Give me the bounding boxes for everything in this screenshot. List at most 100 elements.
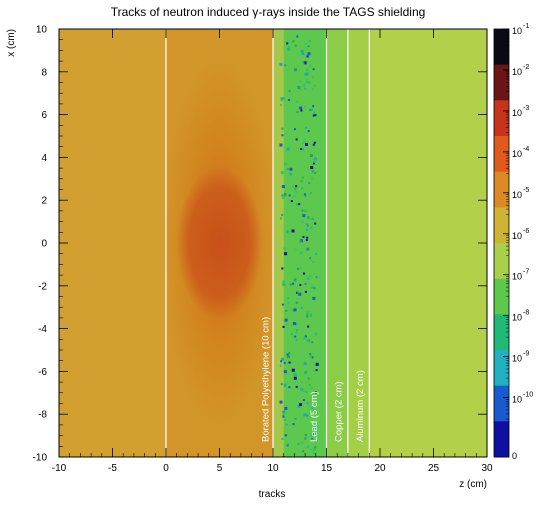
speckle (294, 417, 297, 420)
speckle (299, 403, 303, 407)
colorbar-segment (494, 350, 509, 387)
speckle (295, 138, 298, 141)
speckle (296, 329, 299, 332)
speckle (305, 239, 308, 242)
speckle (304, 437, 307, 440)
speckle (303, 139, 306, 142)
speckle (311, 286, 314, 289)
colorbar-tick-exponent: -4 (523, 146, 529, 153)
speckle (300, 49, 304, 53)
hotspot-core (176, 165, 263, 321)
colorbar-tick-base: 10 (512, 108, 522, 118)
speckle (314, 222, 317, 225)
region-upstream (59, 29, 166, 457)
speckle (307, 377, 310, 380)
colorbar-tick-exponent: -9 (523, 351, 529, 358)
speckle (307, 277, 310, 280)
colorbar-tick-base: 10 (512, 272, 522, 282)
layer-label: Lead (5 cm) (309, 391, 320, 442)
colorbar-segment (494, 207, 509, 244)
speckle (314, 432, 317, 435)
speckle (313, 84, 316, 87)
speckle (305, 228, 308, 231)
speckle (314, 332, 318, 336)
colorbar-tick-base: 10 (512, 313, 522, 323)
speckle (283, 434, 286, 437)
speckle (305, 311, 309, 315)
speckle (281, 214, 284, 217)
speckle (288, 194, 291, 197)
colorbar-tick-base: 10 (512, 149, 522, 159)
speckle (303, 193, 306, 196)
speckle (302, 62, 305, 65)
speckle (306, 402, 309, 405)
region-aluminum (347, 29, 370, 457)
x-tick-label: -5 (108, 463, 117, 474)
speckle (287, 301, 290, 304)
speckle (300, 148, 303, 151)
x-tick-label: 5 (217, 463, 223, 474)
speckle (284, 64, 287, 67)
colorbar-tick-base: 10 (512, 231, 522, 241)
speckle (279, 62, 283, 66)
speckle (313, 448, 317, 452)
speckle (280, 360, 283, 363)
speckle (311, 341, 314, 344)
speckle (309, 154, 313, 158)
speckle (313, 161, 316, 164)
speckle (301, 220, 304, 223)
y-tick-label: 4 (41, 153, 47, 164)
speckle (299, 283, 302, 286)
plot-area (59, 29, 487, 457)
speckle (314, 391, 317, 394)
speckle (296, 35, 299, 38)
x-tick-label: 10 (267, 463, 279, 474)
speckle (286, 353, 289, 356)
speckle (296, 203, 299, 206)
speckle (309, 448, 312, 451)
speckle (307, 130, 310, 133)
speckle (305, 68, 309, 72)
speckle (288, 361, 291, 364)
speckle (304, 72, 308, 76)
speckle (282, 326, 285, 329)
speckle (300, 387, 304, 391)
speckle (292, 423, 295, 426)
region-copper (326, 29, 348, 457)
speckle (288, 45, 291, 48)
x-tick-label: 30 (481, 463, 493, 474)
layer-label: Copper (2 cm) (333, 381, 344, 442)
colorbar-segment (494, 29, 509, 66)
speckle (311, 217, 314, 220)
y-tick-label: -2 (38, 281, 47, 292)
colorbar-segment (494, 314, 509, 351)
speckle (305, 141, 308, 144)
speckle (304, 371, 308, 375)
speckle (304, 335, 307, 338)
speckle (303, 362, 307, 366)
speckle (292, 282, 295, 285)
speckle (305, 126, 308, 129)
speckle (309, 275, 312, 278)
speckle (281, 267, 284, 270)
speckle (281, 194, 284, 197)
speckle (283, 362, 286, 365)
speckle (294, 188, 297, 191)
speckle (289, 283, 292, 286)
speckle (295, 190, 298, 193)
colorbar-segment (494, 421, 509, 458)
speckle (299, 106, 303, 110)
speckle (288, 89, 291, 92)
speckle (313, 141, 316, 144)
speckle (312, 296, 316, 300)
colorbar-segment (494, 64, 509, 101)
colorbar-tick-exponent: -7 (523, 269, 529, 276)
chart-title: Tracks of neutron induced γ-rays inside … (111, 5, 426, 19)
speckle (302, 272, 305, 275)
speckle (294, 68, 298, 72)
speckle (295, 330, 298, 333)
speckle (311, 437, 314, 440)
speckle (279, 400, 283, 404)
speckle (304, 142, 308, 146)
